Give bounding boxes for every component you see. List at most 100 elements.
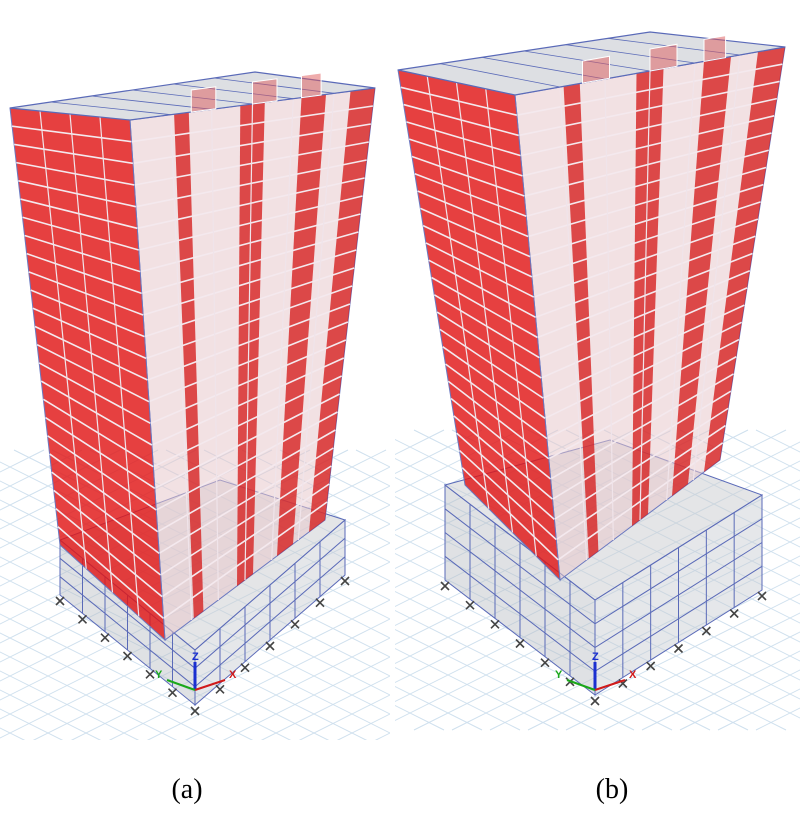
grid-line xyxy=(395,429,521,494)
core-wall xyxy=(582,55,610,84)
support xyxy=(757,591,767,601)
support xyxy=(701,626,711,636)
column-line xyxy=(485,88,537,557)
grid-line xyxy=(603,631,800,731)
grid-line xyxy=(755,707,800,731)
grid-line xyxy=(641,650,800,731)
shear-wall xyxy=(672,56,731,496)
grid-line xyxy=(0,449,121,511)
column-line xyxy=(559,86,588,561)
column-line xyxy=(666,62,696,501)
grid-line xyxy=(241,449,390,525)
support xyxy=(240,663,250,673)
support xyxy=(465,600,475,610)
column-line xyxy=(211,109,219,601)
grid-line xyxy=(260,675,390,740)
grid-line xyxy=(184,637,390,740)
column-line xyxy=(297,93,335,541)
grid-line xyxy=(70,580,390,740)
grid-line xyxy=(565,612,800,731)
support xyxy=(515,638,525,649)
column-line xyxy=(455,82,514,533)
support xyxy=(490,619,500,629)
support xyxy=(440,581,450,591)
core-wall xyxy=(190,86,217,113)
column-line xyxy=(99,116,140,617)
support xyxy=(265,641,275,651)
support xyxy=(215,684,225,694)
support xyxy=(167,688,178,698)
grid-line xyxy=(395,429,559,513)
grid-line xyxy=(146,618,390,740)
support xyxy=(673,643,684,654)
column-line xyxy=(271,98,294,561)
support xyxy=(145,669,155,679)
grid-line xyxy=(489,574,800,731)
core-wall xyxy=(301,72,322,99)
column-line xyxy=(604,78,614,541)
core-wall xyxy=(252,78,278,105)
column-line xyxy=(39,110,87,569)
grid-line xyxy=(32,561,390,740)
panel-label: (b) xyxy=(596,774,629,805)
grid-line xyxy=(395,609,635,731)
support xyxy=(729,608,739,619)
grid-line xyxy=(451,555,800,731)
grid-line xyxy=(395,517,800,722)
support xyxy=(540,658,550,668)
axis-label: Y xyxy=(155,669,163,681)
panel-b: Z X Y xyxy=(395,31,800,731)
grid-line xyxy=(0,651,178,740)
column-line xyxy=(426,76,490,509)
grid-line xyxy=(0,689,102,740)
grid-line xyxy=(679,669,800,731)
grid-line xyxy=(108,599,390,740)
axis-y xyxy=(566,679,596,691)
shear-wall xyxy=(237,102,265,587)
axis-x xyxy=(194,679,226,691)
panel-a: Z X Y xyxy=(0,71,390,740)
support xyxy=(290,619,300,629)
shear-wall xyxy=(277,94,326,557)
column-line xyxy=(170,114,193,621)
core-wall xyxy=(649,43,678,72)
support xyxy=(315,598,325,608)
grid-line xyxy=(279,449,390,506)
support xyxy=(122,651,133,661)
axis-label: Z xyxy=(192,651,199,663)
grid-line xyxy=(222,656,390,740)
grid-line xyxy=(395,647,559,731)
axis-label: Z xyxy=(592,651,599,663)
support xyxy=(55,596,65,606)
grid-line xyxy=(0,632,216,740)
grid-line xyxy=(0,670,140,740)
grid-line xyxy=(641,429,800,510)
grid-line xyxy=(0,727,26,740)
shear-wall xyxy=(632,68,664,526)
support xyxy=(100,633,110,643)
column-line xyxy=(692,54,741,481)
axis-label: Y xyxy=(555,669,563,681)
support xyxy=(190,706,200,716)
column-line xyxy=(639,70,651,521)
grid-line xyxy=(0,542,390,739)
grid-line xyxy=(298,694,390,740)
axis-x xyxy=(594,679,626,691)
axis-label: X xyxy=(629,669,637,681)
grid-line xyxy=(0,613,254,740)
grid-line xyxy=(755,429,800,453)
column-line xyxy=(69,113,114,593)
support xyxy=(77,614,88,624)
axis-label: X xyxy=(229,669,237,681)
grid-line xyxy=(527,593,800,731)
roof-line xyxy=(50,101,171,116)
grid-line xyxy=(679,429,800,491)
shear-wall xyxy=(309,88,375,532)
shear-wall xyxy=(704,47,785,472)
grid-line xyxy=(395,666,521,731)
grid-line xyxy=(413,536,800,731)
support xyxy=(340,576,350,586)
roof-line xyxy=(439,63,561,88)
